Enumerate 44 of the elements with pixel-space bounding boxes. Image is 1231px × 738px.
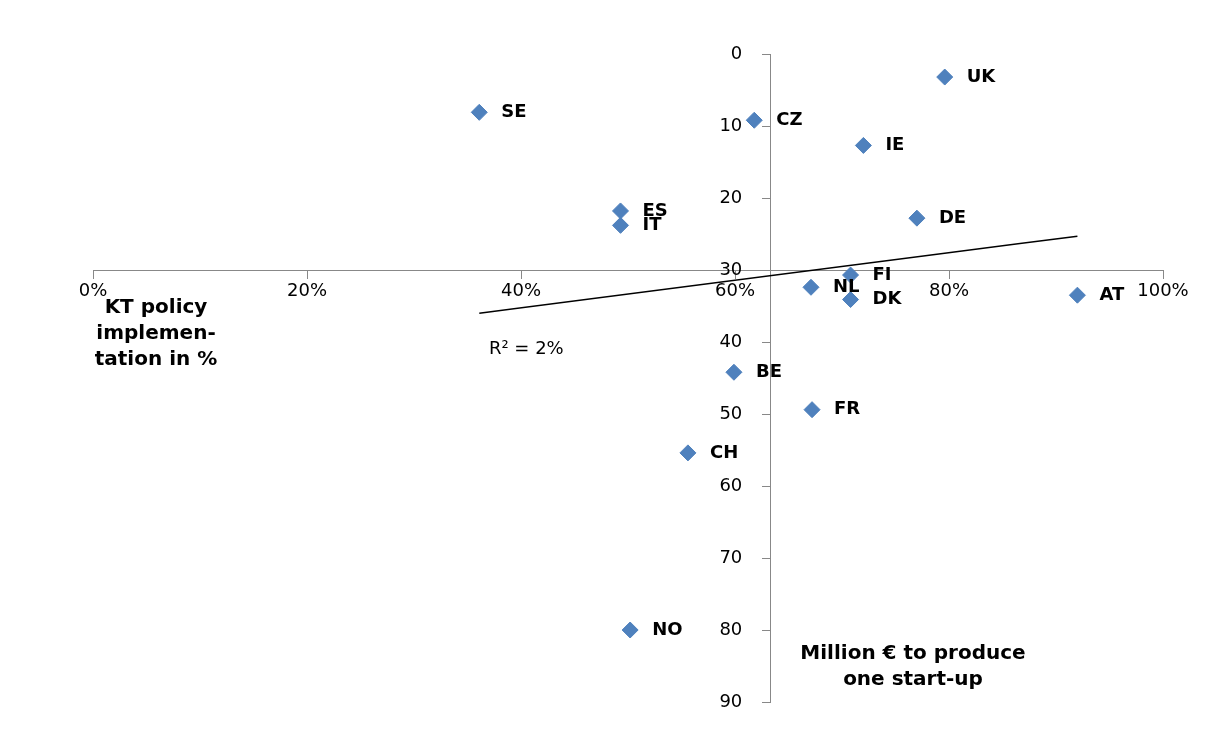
y-tick-label: 40 xyxy=(719,329,743,351)
point xyxy=(745,111,763,129)
data-label: UK xyxy=(966,64,997,86)
point xyxy=(802,278,820,296)
data-label: AT xyxy=(1099,282,1125,304)
data-label: FI xyxy=(872,262,892,284)
point xyxy=(1068,286,1086,304)
x-tick-label: 80% xyxy=(928,279,970,301)
data-label: FR xyxy=(834,397,861,419)
data-label: CH xyxy=(709,440,739,462)
x-tick-label: 60% xyxy=(714,279,756,301)
point xyxy=(612,202,630,220)
y-tick-label: 20 xyxy=(719,185,743,207)
data-label: DE xyxy=(938,205,967,227)
x-tick-label: 100% xyxy=(1137,279,1189,301)
point xyxy=(679,444,697,462)
y-tick-label: 30 xyxy=(719,257,743,279)
point xyxy=(936,68,954,86)
y-tick-label: 90 xyxy=(719,689,743,711)
point xyxy=(908,209,926,227)
point xyxy=(854,136,872,154)
data-label: NO xyxy=(652,617,683,639)
y-tick-label: 0 xyxy=(730,41,743,63)
point xyxy=(803,401,821,419)
y-tick-label: 70 xyxy=(719,545,743,567)
x-tick-label: 20% xyxy=(286,279,328,301)
y-tick-label: 50 xyxy=(719,401,743,423)
y-tick-label: 80 xyxy=(719,617,743,639)
data-label: BE xyxy=(755,359,782,381)
data-label: DK xyxy=(872,287,903,309)
data-label: SE xyxy=(501,99,527,121)
data-label: CZ xyxy=(776,107,803,129)
point xyxy=(612,216,630,234)
data-label: IE xyxy=(885,133,905,155)
x-tick-label: 40% xyxy=(500,279,542,301)
y-tick-label: 60 xyxy=(719,473,743,495)
point xyxy=(470,103,488,121)
point xyxy=(725,363,743,381)
annotation: R² = 2% xyxy=(488,336,564,358)
point xyxy=(621,621,639,639)
y-axis-title: Million € to produce one start-up xyxy=(800,640,1026,691)
point xyxy=(842,291,860,309)
y-tick-label: 10 xyxy=(719,113,743,135)
data-label: NL xyxy=(832,274,860,296)
